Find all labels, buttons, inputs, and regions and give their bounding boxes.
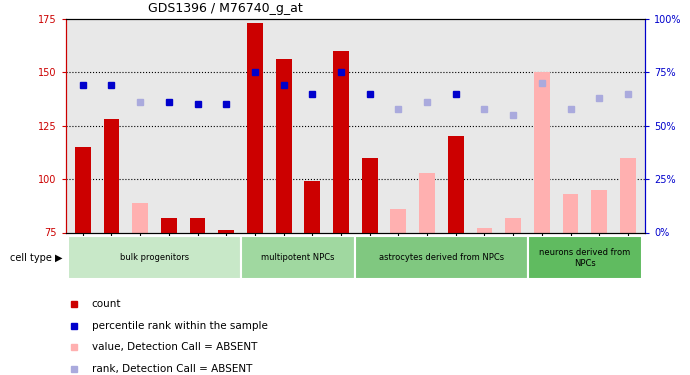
Text: astrocytes derived from NPCs: astrocytes derived from NPCs (379, 254, 504, 262)
Bar (276, 59, 291, 232)
Bar (362, 158, 377, 232)
Bar (75, 147, 90, 232)
Bar (68, 236, 241, 279)
Text: count: count (92, 299, 121, 309)
Text: GDS1396 / M76740_g_at: GDS1396 / M76740_g_at (148, 2, 303, 15)
Bar (528, 236, 642, 279)
Bar (448, 136, 464, 232)
Text: value, Detection Call = ABSENT: value, Detection Call = ABSENT (92, 342, 257, 352)
Bar (190, 217, 206, 232)
Bar (161, 217, 177, 232)
Bar (104, 119, 119, 232)
Text: neurons derived from
NPCs: neurons derived from NPCs (540, 248, 631, 267)
Bar (241, 236, 355, 279)
Bar (304, 181, 320, 232)
Bar (420, 172, 435, 232)
Bar (477, 228, 493, 232)
Bar (247, 23, 263, 232)
Bar (534, 72, 550, 232)
Bar (562, 194, 578, 232)
Text: percentile rank within the sample: percentile rank within the sample (92, 321, 268, 331)
Bar (132, 202, 148, 232)
Bar (391, 209, 406, 232)
Text: bulk progenitors: bulk progenitors (120, 254, 189, 262)
Bar (591, 190, 607, 232)
Text: rank, Detection Call = ABSENT: rank, Detection Call = ABSENT (92, 364, 252, 374)
Bar (620, 158, 635, 232)
Text: cell type ▶: cell type ▶ (10, 253, 62, 263)
Bar (333, 51, 349, 232)
Bar (505, 217, 521, 232)
Bar (355, 236, 528, 279)
Text: multipotent NPCs: multipotent NPCs (262, 254, 335, 262)
Bar (218, 230, 234, 232)
